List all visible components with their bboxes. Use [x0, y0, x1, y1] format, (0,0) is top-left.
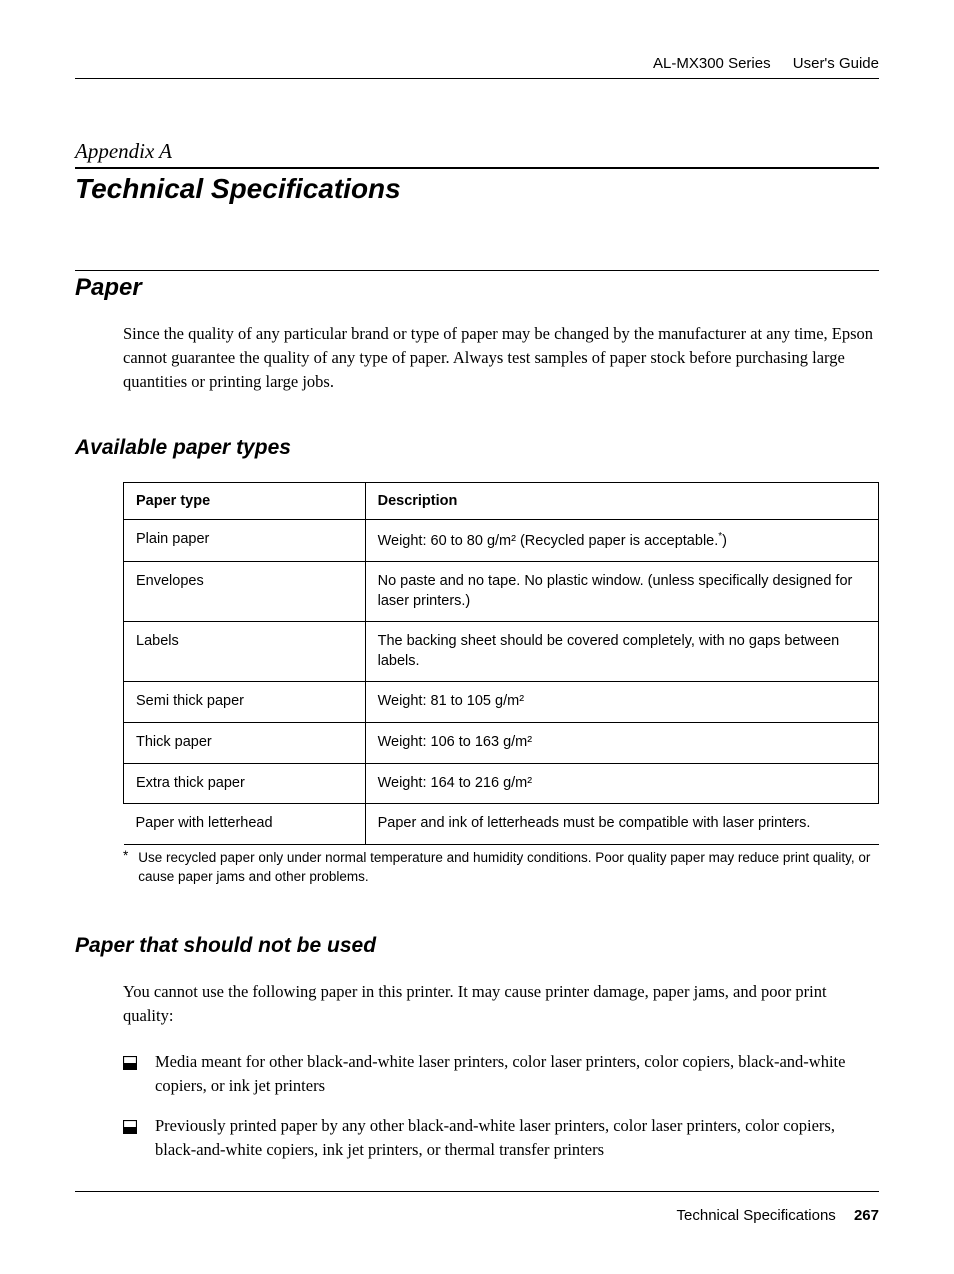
cell-type: Thick paper: [124, 722, 366, 763]
list-item: Previously printed paper by any other bl…: [123, 1114, 879, 1162]
cell-type: Semi thick paper: [124, 682, 366, 723]
table-header-row: Paper type Description: [124, 482, 879, 519]
title-rule: [75, 167, 879, 169]
cell-type: Paper with letterhead: [124, 804, 366, 845]
footer-rule: [75, 1191, 879, 1192]
paper-intro-text: Since the quality of any particular bran…: [123, 322, 879, 394]
col-header-desc: Description: [365, 482, 878, 519]
subsection-heading-types: Available paper types: [75, 436, 879, 460]
cell-desc: The backing sheet should be covered comp…: [365, 622, 878, 682]
list-item: Media meant for other black-and-white la…: [123, 1050, 879, 1098]
cell-type: Labels: [124, 622, 366, 682]
col-header-type: Paper type: [124, 482, 366, 519]
table-row: Extra thick paper Weight: 164 to 216 g/m…: [124, 763, 879, 804]
paper-types-table: Paper type Description Plain paper Weigh…: [123, 482, 879, 845]
bullet-icon: [123, 1117, 137, 1141]
table-row: Labels The backing sheet should be cover…: [124, 622, 879, 682]
notused-bullet-list: Media meant for other black-and-white la…: [123, 1050, 879, 1162]
subsection-heading-notused: Paper that should not be used: [75, 934, 879, 958]
bullet-text: Media meant for other black-and-white la…: [155, 1050, 879, 1098]
table-footnote: * Use recycled paper only under normal t…: [123, 849, 879, 887]
doc-type: User's Guide: [793, 55, 879, 72]
product-name: AL-MX300 Series: [653, 55, 771, 72]
cell-desc: Paper and ink of letterheads must be com…: [365, 804, 878, 845]
table-row: Thick paper Weight: 106 to 163 g/m²: [124, 722, 879, 763]
cell-desc: Weight: 106 to 163 g/m²: [365, 722, 878, 763]
page-number: 267: [854, 1207, 879, 1224]
cell-desc: Weight: 81 to 105 g/m²: [365, 682, 878, 723]
cell-type: Plain paper: [124, 519, 366, 561]
section-rule: [75, 270, 879, 271]
bullet-text: Previously printed paper by any other bl…: [155, 1114, 879, 1162]
table-row: Semi thick paper Weight: 81 to 105 g/m²: [124, 682, 879, 723]
table-row: Plain paper Weight: 60 to 80 g/m² (Recyc…: [124, 519, 879, 561]
cell-desc: Weight: 60 to 80 g/m² (Recycled paper is…: [365, 519, 878, 561]
appendix-label: Appendix A: [75, 139, 879, 164]
footnote-text: Use recycled paper only under normal tem…: [138, 849, 879, 887]
bullet-icon: [123, 1053, 137, 1077]
section-heading-paper: Paper: [75, 274, 879, 302]
table-row: Paper with letterhead Paper and ink of l…: [124, 804, 879, 845]
notused-intro-text: You cannot use the following paper in th…: [123, 980, 879, 1028]
footnote-star-icon: *: [123, 847, 128, 866]
cell-type: Envelopes: [124, 562, 366, 622]
cell-type: Extra thick paper: [124, 763, 366, 804]
cell-desc: Weight: 164 to 216 g/m²: [365, 763, 878, 804]
document-page: AL-MX300 Series User's Guide Appendix A …: [0, 0, 954, 1274]
table-row: Envelopes No paste and no tape. No plast…: [124, 562, 879, 622]
page-header: AL-MX300 Series User's Guide: [75, 55, 879, 79]
cell-desc: No paste and no tape. No plastic window.…: [365, 562, 878, 622]
appendix-title: Technical Specifications: [75, 173, 879, 205]
footer-section: Technical Specifications: [677, 1207, 836, 1224]
page-footer: Technical Specifications 267: [677, 1207, 879, 1224]
